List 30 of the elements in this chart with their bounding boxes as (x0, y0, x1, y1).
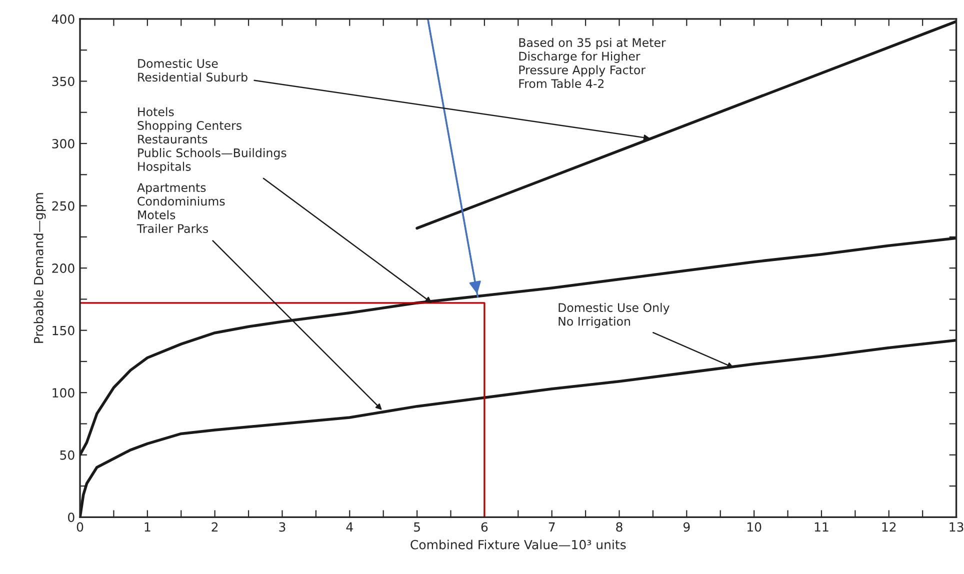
x-tick-label: 7 (548, 522, 555, 532)
y-tick-label: 300 (52, 138, 74, 148)
x-tick-label: 12 (882, 522, 896, 532)
x-axis-title: Combined Fixture Value—10³ units (410, 540, 626, 550)
x-tick-label: 5 (414, 522, 420, 532)
y-axis-title: Probable Demand—gpm (34, 193, 46, 343)
y-tick-label: 350 (52, 76, 74, 86)
annotation: Apartments Condominiums Motels Trailer Parks (136, 183, 225, 234)
y-tick-label: 200 (52, 264, 74, 273)
x-tick-label: 6 (481, 522, 488, 532)
x-tick-label: 8 (616, 522, 622, 532)
y-tick-label: 250 (52, 201, 74, 211)
y-tick-label: 400 (52, 14, 74, 24)
x-tick-label: 3 (279, 522, 286, 532)
annotation: Based on 35 psi at Meter Discharge for Higher Pressure Apply Factor From Table 4-2 (519, 38, 666, 88)
x-tick-label: 0 (76, 522, 84, 532)
y-tick-label: 100 (52, 388, 74, 398)
x-tick-label: 13 (950, 522, 964, 532)
x-tick-label: 10 (747, 522, 762, 532)
y-tick-label: 0 (68, 512, 74, 522)
annotation: Domestic Use Residential Suburb (138, 58, 248, 82)
x-tick-label: 2 (212, 522, 218, 532)
y-tick-label: 50 (60, 450, 74, 460)
x-tick-label: 11 (814, 522, 828, 532)
y-tick-label: 150 (52, 326, 74, 336)
x-tick-label: 9 (683, 522, 690, 532)
x-tick-label: 1 (144, 522, 150, 532)
annotation: Domestic Use Only No Irrigation (558, 302, 670, 328)
x-tick-label: 4 (346, 522, 353, 532)
annotation: Hotels Shopping Centers Restaurants Public Schools—Buildings Hospitals (138, 107, 286, 174)
